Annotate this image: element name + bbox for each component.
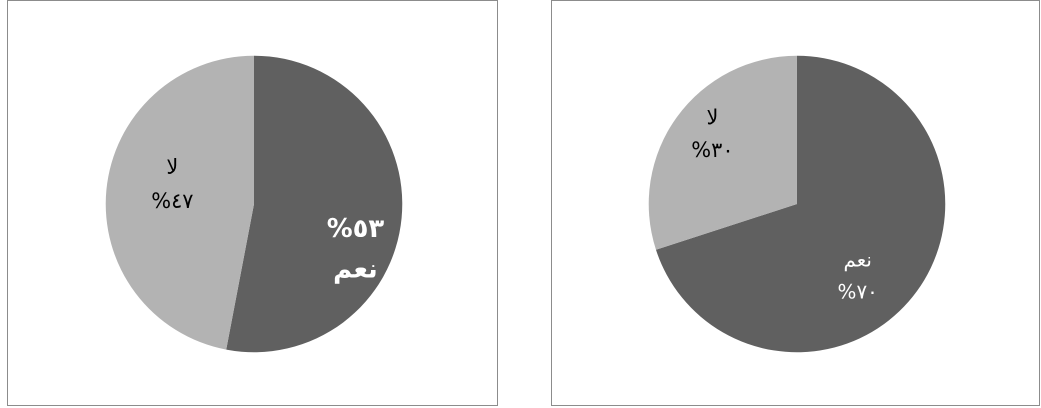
pie-slice-no-chart-2 bbox=[648, 55, 797, 250]
pie-slice-yes-chart-1 bbox=[226, 55, 403, 353]
pie-label-no-percent-chart-1: %٤٧ bbox=[151, 189, 193, 213]
pie-chart-right: نعم %٧٠ لا %٣٠ bbox=[551, 0, 1040, 406]
pie-chart-right-svg: نعم %٧٠ لا %٣٠ bbox=[648, 55, 946, 353]
pie-chart-left-svg: %٥٣ نعم لا %٤٧ bbox=[105, 55, 403, 353]
pie-slice-no-chart-1 bbox=[105, 55, 254, 350]
pie-slice-yes-chart-2 bbox=[655, 55, 946, 353]
pie-label-no-category-chart-1: لا bbox=[166, 155, 178, 179]
pie-label-no-percent-chart-2: %٣٠ bbox=[691, 138, 733, 162]
pie-label-yes-category-chart-2: نعم bbox=[844, 249, 872, 272]
pie-chart-left: %٥٣ نعم لا %٤٧ bbox=[7, 0, 498, 406]
pie-label-yes-category-chart-1: نعم bbox=[333, 255, 378, 285]
pie-label-yes-percent-chart-2: %٧٠ bbox=[838, 281, 878, 304]
pie-label-yes-percent-chart-1: %٥٣ bbox=[327, 214, 385, 244]
pie-label-no-category-chart-2: لا bbox=[706, 105, 718, 129]
